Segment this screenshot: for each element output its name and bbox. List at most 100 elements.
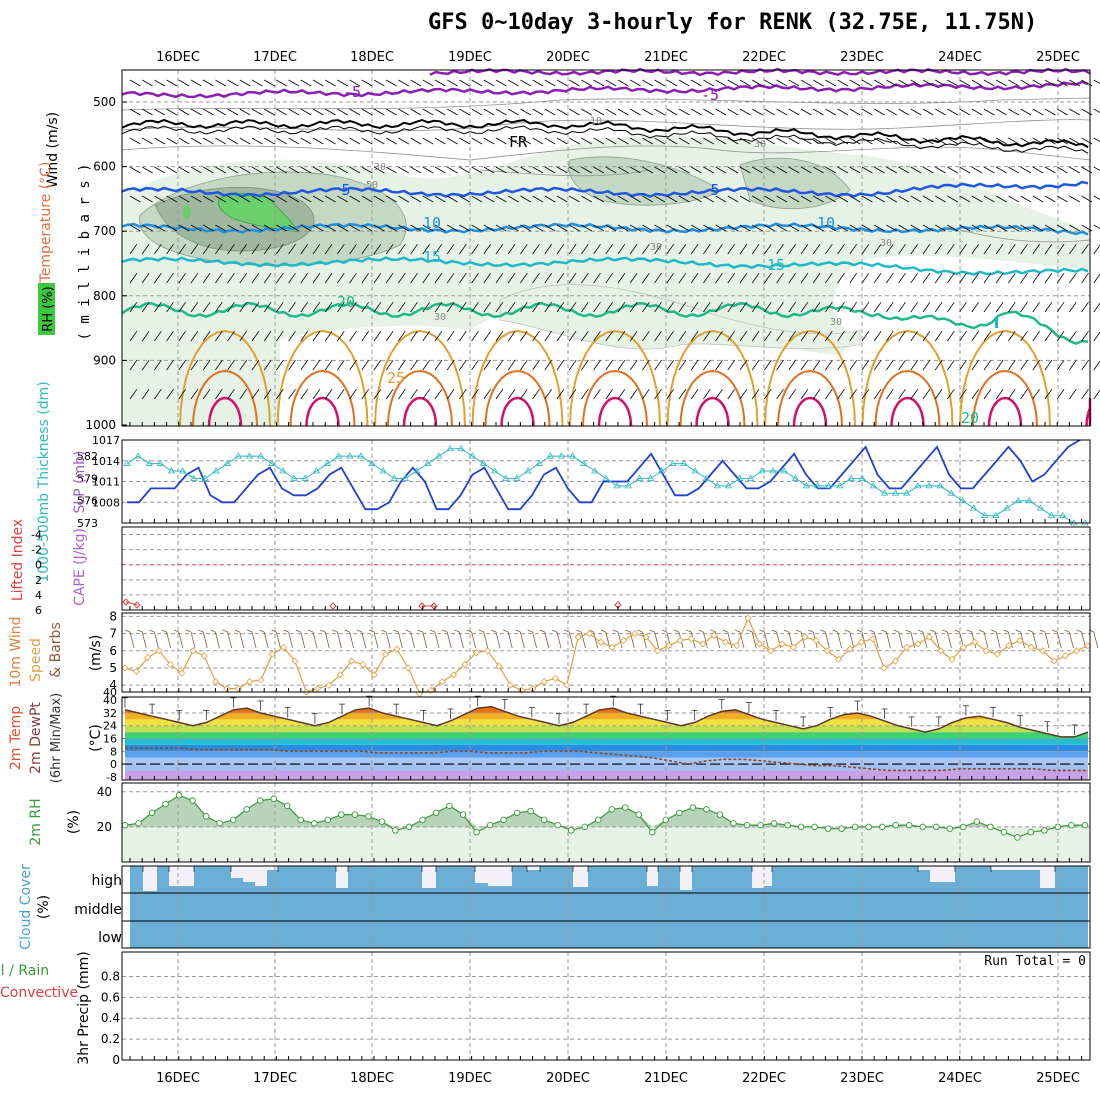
wind-barb — [507, 330, 516, 342]
wind-barb-10m — [800, 631, 806, 649]
wind-barb — [1081, 330, 1089, 342]
wind-barb — [141, 137, 153, 145]
wind-barb-10m — [361, 631, 367, 649]
wind-barb — [337, 108, 348, 116]
wind-barb — [385, 330, 394, 342]
wind-barb — [1008, 330, 1016, 342]
wind-barb — [129, 301, 138, 313]
wind-barb — [837, 243, 845, 255]
wind-speed-point — [1027, 643, 1035, 651]
wind-barb — [776, 137, 788, 145]
wind-barb — [324, 330, 333, 342]
thickness-point — [368, 459, 376, 466]
wind-barb — [129, 359, 138, 371]
wind-barb-10m — [312, 631, 318, 649]
wind-barb — [800, 301, 809, 313]
wind-barb-10m — [844, 629, 850, 633]
wind-barb — [239, 79, 251, 87]
wind-barb — [922, 330, 931, 342]
wind-barb-10m — [886, 631, 891, 649]
wind-barb — [227, 388, 235, 400]
wind-barb — [410, 301, 418, 313]
wind-barb — [849, 137, 861, 145]
wind-barb — [202, 166, 214, 174]
rh-2m-point — [973, 818, 981, 825]
cape-segment — [125, 601, 138, 606]
wind-speed-point — [744, 614, 752, 622]
wind-barb — [922, 79, 934, 87]
thickness-point — [1059, 511, 1067, 518]
rh-area-light — [125, 795, 1085, 862]
rh-contour — [121, 97, 1091, 111]
wind-barb-10m — [568, 631, 574, 649]
wind-barb — [800, 108, 812, 116]
y-tick-label-rh: 20 — [97, 820, 112, 834]
wind-barb — [788, 137, 800, 145]
wind-barb — [1069, 137, 1080, 145]
wind-barb — [678, 243, 687, 255]
wind-speed-point — [268, 650, 276, 658]
wind-barb — [422, 79, 434, 87]
wind-barb — [922, 272, 931, 284]
rh-2m-point — [405, 823, 413, 831]
thickness-point — [958, 496, 967, 504]
y-tick-label-slp: 1008 — [92, 496, 120, 509]
thickness-series-line — [126, 448, 1085, 524]
wind-barb — [995, 272, 1004, 284]
wind-barb — [422, 388, 431, 400]
y-tick-label: 900 — [93, 353, 116, 367]
rh-2m-point — [419, 816, 426, 824]
rh-2m-point — [960, 823, 967, 831]
wind-barb — [605, 224, 617, 232]
wind-barb — [532, 388, 540, 400]
wind-barb — [1032, 301, 1041, 313]
wind-barb — [178, 330, 187, 342]
wind-barb-10m — [649, 629, 655, 633]
wind-barb — [983, 301, 992, 313]
wind-barb — [727, 243, 736, 255]
wind-barb — [1069, 195, 1080, 203]
thickness-point — [735, 474, 744, 481]
wind-barb — [202, 79, 214, 87]
thickness-point — [1003, 504, 1011, 511]
wind-barb — [654, 330, 662, 342]
wind-barb — [568, 359, 577, 371]
wind-barb — [1069, 108, 1080, 116]
wind-barb — [288, 224, 300, 232]
thickness-point — [847, 474, 855, 481]
wind-barb-10m — [454, 629, 460, 633]
isotherm-25 — [764, 329, 856, 427]
wind-barb — [422, 137, 434, 145]
wind-barb — [617, 330, 626, 342]
wind-barb — [654, 79, 666, 87]
wind-barb — [434, 224, 446, 232]
wind-barb — [1081, 301, 1089, 313]
wind-barb — [800, 243, 809, 255]
axis-label-group: Cloud Cover — [18, 864, 34, 950]
wind-barb — [569, 137, 580, 145]
wind-barb — [556, 108, 568, 116]
wind-barb — [947, 224, 958, 232]
wind-barb — [910, 359, 919, 371]
wind-barb — [678, 330, 687, 342]
wind-barb — [1032, 108, 1044, 116]
y-tick-label-thickness: 573 — [77, 517, 98, 530]
thickness-point — [969, 504, 978, 511]
wind-barb — [508, 195, 519, 203]
wind-barb — [178, 79, 190, 87]
wind-barb-10m — [1069, 631, 1074, 649]
thickness-point — [657, 467, 666, 474]
wind-barb — [1032, 243, 1041, 255]
wind-barb — [788, 388, 797, 400]
cloud-level-label: high — [91, 873, 122, 889]
y-tick-label-temp: -8 — [106, 771, 117, 784]
wind-barb-10m — [300, 631, 306, 649]
wind-barb — [386, 224, 397, 232]
wind-barb — [812, 272, 821, 284]
wind-barb — [434, 359, 443, 371]
wind-barb — [520, 330, 528, 342]
slp-series-line — [127, 439, 1081, 511]
wind-barb-10m — [320, 629, 326, 633]
wind-barb — [495, 330, 504, 342]
wind-barb — [910, 195, 922, 203]
